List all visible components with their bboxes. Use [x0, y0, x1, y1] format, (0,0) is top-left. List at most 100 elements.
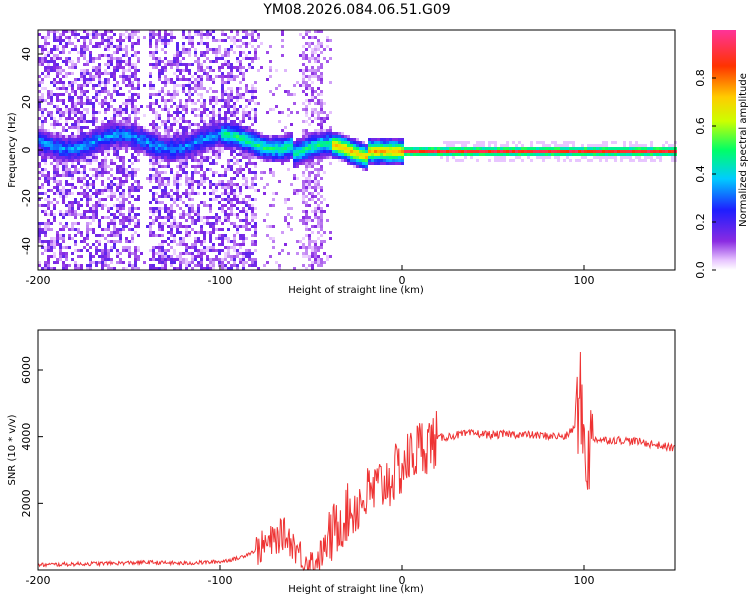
- spectrogram-cell: [302, 201, 305, 204]
- spectrogram-cell: [233, 255, 236, 258]
- spectrogram-cell: [254, 222, 257, 225]
- spectrogram-cell: [212, 120, 215, 123]
- spectrogram-cell: [395, 153, 398, 156]
- spectrogram-cell: [119, 60, 122, 63]
- spectrogram-cell: [446, 153, 449, 156]
- spectrogram-cell: [116, 207, 119, 210]
- spectrogram-cell: [413, 150, 416, 153]
- spectrogram-cell: [185, 267, 188, 270]
- spectrogram-cell: [245, 177, 248, 180]
- spectrogram-cell: [251, 147, 254, 150]
- spectrogram-cell: [173, 192, 176, 195]
- spectrogram-cell: [44, 120, 47, 123]
- spectrogram-cell: [353, 144, 356, 147]
- spectrogram-cell: [356, 141, 359, 144]
- spectrogram-cell: [119, 213, 122, 216]
- spectrogram-cell: [239, 171, 242, 174]
- spectrogram-cell: [311, 132, 314, 135]
- spectrogram-cell: [158, 117, 161, 120]
- spectrogram-cell: [476, 150, 479, 153]
- spectrogram-cell: [173, 87, 176, 90]
- spectrogram-cell: [200, 255, 203, 258]
- spectrogram-cell: [203, 156, 206, 159]
- spectrogram-cell: [98, 69, 101, 72]
- spectrogram-cell: [323, 132, 326, 135]
- spectrogram-cell: [215, 258, 218, 261]
- spectrogram-cell: [47, 228, 50, 231]
- spectrogram-cell: [104, 186, 107, 189]
- spectrogram-cell: [149, 228, 152, 231]
- spectrogram-cell: [578, 147, 581, 150]
- spectrogram-cell: [401, 144, 404, 147]
- spectrogram-cell: [200, 42, 203, 45]
- spectrogram-cell: [170, 168, 173, 171]
- spectrogram-cell: [356, 150, 359, 153]
- spectrogram-cell: [245, 111, 248, 114]
- spectrogram-cell: [530, 141, 533, 144]
- spectrogram-cell: [338, 135, 341, 138]
- spectrogram-cell: [128, 189, 131, 192]
- spectrogram-cell: [101, 147, 104, 150]
- spectrogram-cell: [83, 93, 86, 96]
- spectrogram-cell: [275, 87, 278, 90]
- spectrogram-cell: [338, 156, 341, 159]
- spectrogram-cell: [245, 165, 248, 168]
- spectrogram-cell: [137, 51, 140, 54]
- spectrogram-cell: [623, 150, 626, 153]
- spectrogram-cell: [77, 84, 80, 87]
- spectrogram-cell: [335, 132, 338, 135]
- spectrogram-cell: [191, 189, 194, 192]
- spectrogram-cell: [56, 54, 59, 57]
- spectrogram-cell: [95, 36, 98, 39]
- spectrogram-cell: [506, 150, 509, 153]
- spectrogram-cell: [152, 252, 155, 255]
- spectrogram-cell: [230, 183, 233, 186]
- spectrogram-cell: [227, 126, 230, 129]
- spectrogram-cell: [182, 117, 185, 120]
- spectrogram-cell: [194, 153, 197, 156]
- spectrogram-cell: [182, 240, 185, 243]
- spectrogram-cell: [323, 120, 326, 123]
- spectrogram-cell: [263, 135, 266, 138]
- spectrogram-cell: [77, 108, 80, 111]
- spectrogram-cell: [230, 30, 233, 33]
- spectrogram-cell: [248, 159, 251, 162]
- spectrogram-cell: [74, 147, 77, 150]
- spectrogram-cell: [50, 201, 53, 204]
- spectrogram-cell: [209, 132, 212, 135]
- spectrogram-cell: [395, 162, 398, 165]
- spectrogram-cell: [359, 162, 362, 165]
- spectrogram-cell: [275, 156, 278, 159]
- spectrogram-cell: [500, 159, 503, 162]
- spectrogram-cell: [227, 180, 230, 183]
- spectrogram-cell: [224, 189, 227, 192]
- spectrogram-cell: [149, 207, 152, 210]
- spectrogram-cell: [137, 222, 140, 225]
- spectrogram-cell: [533, 147, 536, 150]
- spectrogram-cell: [98, 93, 101, 96]
- spectrogram-cell: [119, 39, 122, 42]
- spectrogram-cell: [293, 93, 296, 96]
- spectrogram-cell: [107, 225, 110, 228]
- spectrogram-cell: [347, 150, 350, 153]
- spectrogram-cell: [185, 144, 188, 147]
- spectrogram-cell: [119, 108, 122, 111]
- spectrogram-cell: [86, 210, 89, 213]
- spectrogram-cell: [110, 183, 113, 186]
- spectrogram-cell: [86, 183, 89, 186]
- spectrogram-cell: [110, 231, 113, 234]
- spectrogram-cell: [131, 42, 134, 45]
- spectrogram-cell: [200, 126, 203, 129]
- spectrogram-cell: [206, 90, 209, 93]
- spectrogram-cell: [212, 228, 215, 231]
- spectrogram-cell: [38, 138, 41, 141]
- spectrogram-cell: [164, 267, 167, 270]
- spectrogram-cell: [638, 147, 641, 150]
- spectrogram-cell: [287, 198, 290, 201]
- spectrogram-cell: [338, 147, 341, 150]
- spectrogram-cell: [179, 51, 182, 54]
- spectrogram-cell: [188, 153, 191, 156]
- spectrogram-cell: [65, 252, 68, 255]
- spectrogram-cell: [131, 144, 134, 147]
